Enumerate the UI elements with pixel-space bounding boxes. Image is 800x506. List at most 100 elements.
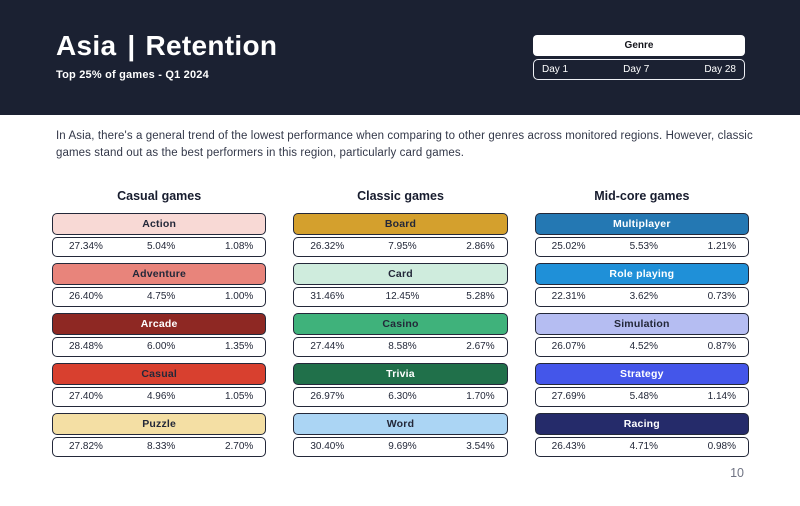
day28-value: 2.70% <box>224 441 254 452</box>
day28-value: 0.98% <box>707 441 736 452</box>
genre-card-puzzle: Puzzle 27.82% 8.33% 2.70% <box>52 412 267 457</box>
retention-values-row: 26.40% 4.75% 1.00% <box>52 286 267 307</box>
day1-value: 27.69% <box>551 391 586 402</box>
genre-header: Card <box>293 262 508 285</box>
day7-value: 5.53% <box>629 241 658 252</box>
genre-header: Multiplayer <box>534 212 749 235</box>
day28-value: 5.28% <box>466 291 495 302</box>
retention-values-row: 30.40% 9.69% 3.54% <box>293 436 508 457</box>
day7-value: 5.04% <box>146 241 176 252</box>
legend-day1-label: Day 1 <box>542 64 569 75</box>
day28-value: 2.86% <box>466 241 495 252</box>
day7-value: 5.48% <box>629 391 658 402</box>
genre-header: Simulation <box>534 312 749 335</box>
day7-value: 4.75% <box>146 291 176 302</box>
day28-value: 1.08% <box>224 241 254 252</box>
genre-header: Role playing <box>534 262 749 285</box>
genre-card-casual: Casual 27.40% 4.96% 1.05% <box>52 362 267 407</box>
day7-value: 6.00% <box>146 341 176 352</box>
day7-value: 4.71% <box>629 441 658 452</box>
day1-value: 27.44% <box>310 341 345 352</box>
day1-value: 27.40% <box>69 391 103 402</box>
legend-day28-label: Day 28 <box>704 64 736 75</box>
genre-header: Puzzle <box>52 412 267 435</box>
retention-values-row: 27.69% 5.48% 1.14% <box>534 386 749 407</box>
day7-value: 12.45% <box>385 291 420 302</box>
day1-value: 22.31% <box>551 291 586 302</box>
retention-values-row: 25.02% 5.53% 1.21% <box>534 236 749 257</box>
genre-card-multiplayer: Multiplayer 25.02% 5.53% 1.21% <box>534 212 749 257</box>
genre-header: Word <box>293 412 508 435</box>
description-text: In Asia, there's a general trend of the … <box>56 130 753 160</box>
genre-card-board: Board 26.32% 7.95% 2.86% <box>293 212 508 257</box>
day28-value: 2.67% <box>466 341 495 352</box>
day28-value: 1.05% <box>224 391 254 402</box>
retention-values-row: 31.46% 12.45% 5.28% <box>293 286 508 307</box>
genre-card-arcade: Arcade 28.48% 6.00% 1.35% <box>52 312 267 357</box>
title-divider: | <box>127 30 136 61</box>
day1-value: 31.46% <box>310 291 345 302</box>
day28-value: 1.70% <box>466 391 495 402</box>
genre-header: Racing <box>534 412 749 435</box>
retention-values-row: 26.32% 7.95% 2.86% <box>293 236 508 257</box>
day7-value: 8.58% <box>388 341 417 352</box>
genre-card-trivia: Trivia 26.97% 6.30% 1.70% <box>293 362 508 407</box>
genre-header: Action <box>52 212 267 235</box>
title-block: Asia | Retention Top 25% of games - Q1 2… <box>56 30 278 81</box>
genre-header: Casual <box>52 362 267 385</box>
day1-value: 25.02% <box>551 241 586 252</box>
genre-card-action: Action 27.34% 5.04% 1.08% <box>52 212 267 257</box>
day1-value: 26.07% <box>551 341 586 352</box>
column-mid-core-games: Mid-core games Multiplayer 25.02% 5.53% … <box>534 189 749 463</box>
column-classic-games: Classic games Board 26.32% 7.95% 2.86% C… <box>293 188 508 463</box>
genre-card-adventure: Adventure 26.40% 4.75% 1.00% <box>52 262 267 307</box>
day1-value: 30.40% <box>310 441 345 452</box>
legend: Genre Day 1 Day 7 Day 28 <box>533 35 745 80</box>
page-number: 10 <box>730 466 744 480</box>
day7-value: 3.62% <box>629 291 658 302</box>
retention-values-row: 26.43% 4.71% 0.98% <box>534 436 749 457</box>
day28-value: 1.00% <box>224 291 254 302</box>
day1-value: 28.48% <box>69 341 103 352</box>
genre-card-word: Word 30.40% 9.69% 3.54% <box>293 412 508 457</box>
genre-header: Adventure <box>52 262 267 285</box>
genre-header: Board <box>293 212 508 235</box>
genre-header: Casino <box>293 312 508 335</box>
genre-card-racing: Racing 26.43% 4.71% 0.98% <box>534 412 749 457</box>
genre-card-role-playing: Role playing 22.31% 3.62% 0.73% <box>534 262 749 307</box>
legend-genre-label: Genre <box>533 35 745 56</box>
genre-header: Strategy <box>534 362 749 385</box>
day7-value: 4.96% <box>146 391 176 402</box>
retention-values-row: 27.40% 4.96% 1.05% <box>52 386 267 407</box>
day1-value: 27.34% <box>69 241 103 252</box>
retention-values-row: 26.07% 4.52% 0.87% <box>534 336 749 357</box>
day7-value: 4.52% <box>629 341 658 352</box>
retention-values-row: 28.48% 6.00% 1.35% <box>52 336 267 357</box>
retention-values-row: 27.34% 5.04% 1.08% <box>52 236 267 257</box>
title-metric: Retention <box>145 30 278 61</box>
day28-value: 3.54% <box>466 441 495 452</box>
day28-value: 1.14% <box>707 391 736 402</box>
retention-values-row: 27.44% 8.58% 2.67% <box>293 336 508 357</box>
genre-card-strategy: Strategy 27.69% 5.48% 1.14% <box>534 362 749 407</box>
day7-value: 6.30% <box>388 391 417 402</box>
retention-values-row: 27.82% 8.33% 2.70% <box>52 436 267 457</box>
day1-value: 26.32% <box>310 241 345 252</box>
header-band: Asia | Retention Top 25% of games - Q1 2… <box>0 0 800 115</box>
day28-value: 1.35% <box>224 341 254 352</box>
retention-values-row: 26.97% 6.30% 1.70% <box>293 386 508 407</box>
genre-header: Arcade <box>52 312 267 335</box>
column-casual-games: Casual games Action 27.34% 5.04% 1.08% A… <box>52 188 267 463</box>
day1-value: 26.97% <box>310 391 345 402</box>
title-region: Asia <box>56 30 117 61</box>
page-title: Asia | Retention <box>56 30 278 62</box>
day1-value: 26.40% <box>69 291 103 302</box>
legend-day7-label: Day 7 <box>623 64 650 75</box>
column-title: Casual games <box>117 188 202 203</box>
day7-value: 9.69% <box>388 441 417 452</box>
day1-value: 26.43% <box>551 441 586 452</box>
day28-value: 0.87% <box>707 341 736 352</box>
day28-value: 0.73% <box>707 291 736 302</box>
column-title: Classic games <box>357 188 444 203</box>
